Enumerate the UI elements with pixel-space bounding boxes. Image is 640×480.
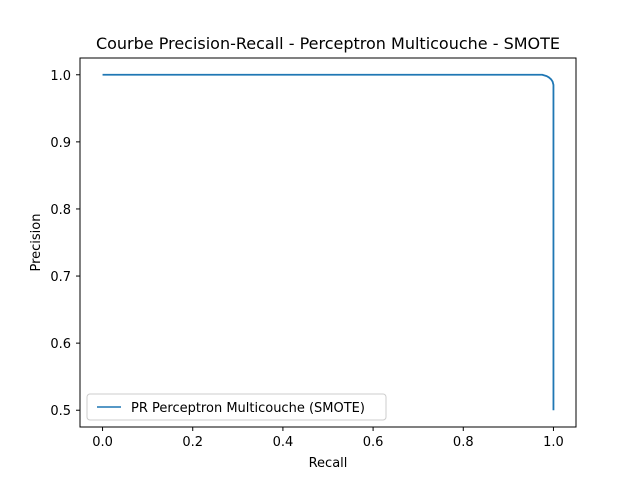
x-tick-label: 0.2 xyxy=(182,435,203,450)
series-layer xyxy=(102,73,555,411)
ticks-layer: 0.0 0.2 0.4 0.6 0.8 1.0 0.5 0.6 0.7 0.8 0.9 1.0 xyxy=(50,69,563,450)
y-tick-label: 0.6 xyxy=(50,337,71,352)
legend: PR Perceptron Multicouche (SMOTE) xyxy=(86,393,387,421)
y-tick-label: 0.5 xyxy=(50,404,71,419)
y-tick-label: 0.7 xyxy=(50,270,71,285)
x-tick-label: 0.8 xyxy=(453,435,474,450)
y-tick-label: 0.9 xyxy=(50,136,71,151)
x-axis-label: Recall xyxy=(309,456,348,471)
x-tick-label: 0.4 xyxy=(273,435,294,450)
x-tick-label: 1.0 xyxy=(543,435,564,450)
chart-title: Courbe Precision-Recall - Perceptron Mul… xyxy=(96,34,560,53)
x-tick-label: 0.6 xyxy=(363,435,384,450)
legend-entry-label: PR Perceptron Multicouche (SMOTE) xyxy=(131,401,365,416)
y-axis-label: Precision xyxy=(29,213,44,271)
y-tick-label: 1.0 xyxy=(50,69,71,84)
legend-box xyxy=(86,393,387,421)
y-tick-label: 0.8 xyxy=(50,203,71,218)
series-line xyxy=(102,73,555,411)
plot-frame xyxy=(79,57,577,428)
x-tick-label: 0.0 xyxy=(92,435,113,450)
